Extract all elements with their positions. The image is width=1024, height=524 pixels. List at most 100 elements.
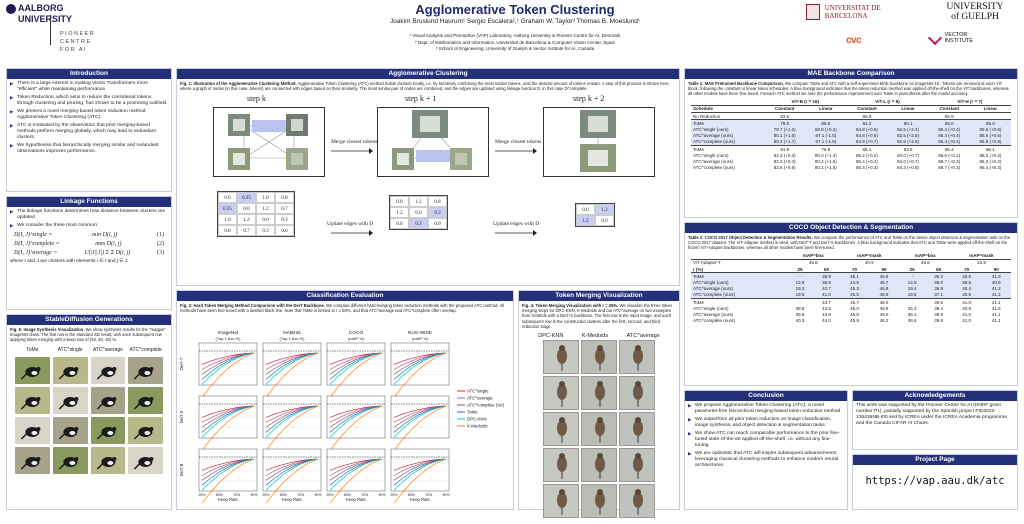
table-cell: 85.9	[846, 111, 888, 120]
table-cell: 39.5	[925, 297, 952, 306]
series-line	[393, 458, 447, 476]
series-line	[329, 405, 383, 433]
merge-label-1: Merge closest tokens	[331, 139, 378, 146]
intro-bullet: Token Reduction, which aims to reduce th…	[10, 95, 168, 107]
mae-th-vitl: ViT-L (r = 8)	[846, 98, 929, 106]
tmv-title: Token Merging Visualization	[519, 291, 679, 301]
table-cell: 85.6 (+0.6)	[969, 126, 1011, 133]
conclusion-bullet: We show ATC can reach comparable perform…	[688, 431, 844, 449]
table-cell: 43.5	[822, 305, 831, 311]
series-line	[393, 458, 447, 486]
table-cell: 78.8	[805, 144, 847, 153]
matrix-cell: 0.7	[275, 203, 294, 215]
x-tick-label: 50%	[344, 493, 352, 497]
eq2-rhs: max D(i, j)	[95, 241, 122, 247]
sd-generated-image	[128, 416, 163, 444]
coco-col-head: 90	[981, 265, 1011, 274]
matrix-cell: 1.2	[256, 203, 275, 215]
table-cell: 86.4 (+0.4)	[928, 126, 970, 133]
tmv-image	[619, 376, 655, 411]
step-k2-distance-matrix: 0.0 1.2 1.2 0.0	[575, 203, 615, 228]
table-cell: 83.5	[887, 144, 929, 153]
conclusion-title: Conclusion	[685, 391, 847, 401]
table-cell: 81.9	[764, 144, 806, 153]
chart-col-title: NABirds	[283, 330, 301, 336]
table-cell: 86.1	[969, 144, 1011, 153]
mae-th-blank	[691, 98, 765, 106]
table-cell: 35.3	[907, 305, 917, 311]
matrix-cell: 0.3	[256, 225, 275, 237]
table-cell: 14.0	[898, 279, 926, 286]
project-url-link[interactable]: https://vap.aau.dk/atc	[865, 475, 1005, 487]
affiliation-1: ¹ Visual Analysis and Perception (VAP) L…	[409, 33, 621, 38]
equation-average: D(I, J)^average = 1/(|I||J|) Σ Σ D(i, j) (…	[14, 250, 164, 256]
series-line	[265, 405, 319, 423]
matrix-cell: 0.3	[428, 207, 447, 219]
tmv-caption: Fig. 4: Token Merging Visualization with…	[519, 301, 679, 331]
step-k1-graph	[377, 107, 489, 178]
pioneer-line1: PIONEER	[60, 31, 96, 37]
table-cell: 46.0	[869, 297, 899, 306]
coco-caption: Table 2: COCO 2017 Object Detection & Se…	[685, 233, 1017, 253]
series-line	[329, 352, 383, 380]
table-cell: 83.6	[764, 111, 806, 120]
sd-caption-bold: Fig. 5: Image Synthesis Visualization.	[10, 327, 85, 332]
matrix-cell: 0.8	[428, 196, 447, 208]
x-tick-label: 90%	[314, 493, 322, 497]
table-cell: 46.0	[879, 311, 889, 317]
series-line	[265, 405, 319, 451]
series-line	[201, 352, 255, 365]
table-cell: 40.6	[951, 272, 982, 280]
table-cell: 40.9	[981, 279, 1011, 286]
table-cell: 41.2	[981, 285, 1011, 292]
table-cell: 45.7	[869, 279, 899, 286]
agg-caption-bold: Fig. 1: Illustration of the Agglomerativ…	[180, 81, 297, 86]
table-cell: 39.4	[934, 305, 943, 311]
matrix-cell: 1.0	[218, 214, 237, 226]
tmv-image-grid	[519, 340, 679, 519]
series-line	[393, 405, 447, 433]
x-tick-label: 70%	[425, 493, 433, 497]
equation-complete: D(I, J)^complete = max D(i, j) (2)	[14, 241, 164, 247]
table-cell: 41.0	[951, 297, 982, 306]
tmv-image	[619, 448, 655, 483]
table-cell: 41.0	[962, 318, 972, 324]
sd-image-grid	[7, 355, 171, 476]
coco-th-mask-t: mAP^mask	[839, 252, 899, 260]
matrix-cell: 0.3	[409, 218, 428, 230]
table-cell: 41.0	[813, 291, 840, 299]
step-k2-label: step k + 2	[573, 94, 605, 104]
step-k2-graph	[543, 107, 655, 178]
coco-table-wrap: mAP^box mAP^mask mAP^box mAP^mask ViT-Ad…	[685, 252, 1017, 324]
coco-baseline: 48.8	[920, 260, 930, 266]
table-cell: 45.3	[839, 285, 870, 292]
series-line	[201, 458, 255, 486]
table-cell: 82.5 (+2.5)	[887, 132, 929, 139]
series-line	[329, 405, 383, 451]
mae-caption: Table 1: MAE Pretrained Backbone Compari…	[685, 79, 1017, 99]
table-cell: 39.8	[795, 311, 805, 317]
table-row: ATC^single (ours) 79.7 (+1.2) 68.8 (+0.2) 8…	[691, 126, 1011, 133]
table-row: ToMe 81.9 78.8 85.1 83.5 86.4 86.1	[691, 144, 1011, 153]
sd-generated-image	[128, 386, 163, 414]
matrix-cell: 0.0	[576, 204, 595, 216]
series-line	[265, 458, 319, 486]
step-k-label: step k	[247, 94, 266, 104]
equation-single: D(I, J)^single = min D(i, j) (1)	[14, 232, 164, 238]
eq3-rhs: 1/(|I||J|) Σ Σ D(i, j)	[84, 250, 131, 256]
legend-label: ATC^single	[467, 389, 489, 394]
series-line	[265, 458, 319, 504]
table-cell: 45.0	[850, 305, 859, 311]
table-row: ToMe -43.7 45.7 46.0-39.5 41.0 41.1	[691, 297, 1011, 306]
eq2-num: (2)	[157, 241, 164, 247]
series-line	[265, 352, 319, 385]
row-label: ATC^average (ours)	[691, 132, 765, 139]
conclusion-bullet: We are optimistic that ATC will inspire …	[688, 451, 844, 469]
table-cell: 86.4	[928, 144, 970, 153]
table-cell: 41.9	[981, 272, 1011, 280]
matrix-cell: 0.0	[256, 214, 275, 226]
cls-caption: Fig. 2: Hard Token Merging Method Compar…	[177, 301, 513, 315]
coco-th-blank	[691, 252, 787, 260]
series-line	[393, 352, 447, 385]
intro-bullet: We hypothesise that hierarchically mergi…	[10, 143, 168, 155]
